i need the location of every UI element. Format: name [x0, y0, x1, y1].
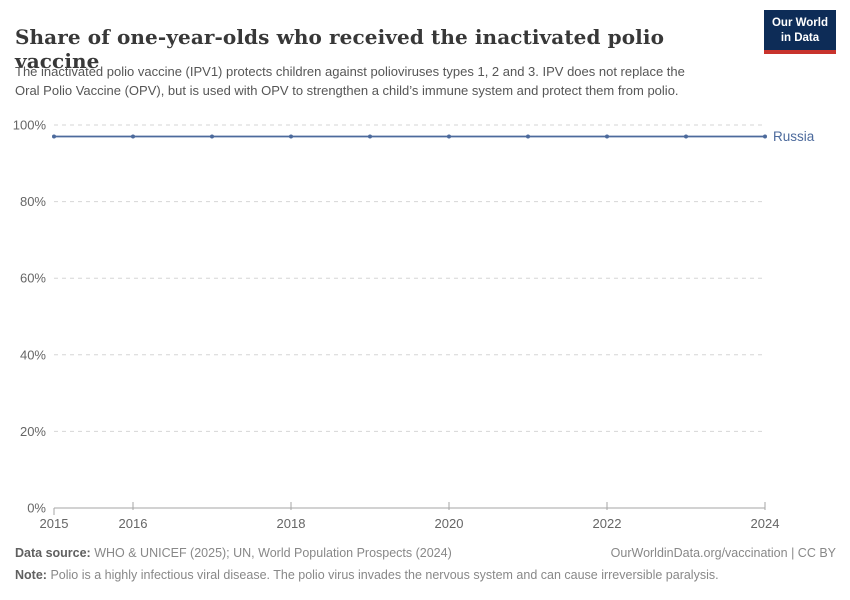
- chart-note: Note: Polio is a highly infectious viral…: [15, 568, 719, 582]
- page-title: Share of one-year-olds who received the …: [15, 25, 665, 74]
- y-axis-label-80: 80%: [20, 194, 46, 209]
- y-axis-label-0: 0%: [27, 501, 46, 516]
- entity-label-russia[interactable]: Russia: [773, 129, 815, 144]
- x-axis-label-2020: 2020: [435, 516, 464, 531]
- attribution: OurWorldinData.org/vaccination | CC BY: [611, 546, 836, 560]
- chart-subtitle: The inactivated polio vaccine (IPV1) pro…: [15, 64, 685, 99]
- chart-footer: Data source: WHO & UNICEF (2025); UN, Wo…: [15, 546, 836, 560]
- y-axis-label-60: 60%: [20, 271, 46, 286]
- owid-logo[interactable]: Our World in Data: [763, 10, 836, 55]
- x-axis-label-2015: 2015: [40, 516, 69, 531]
- data-point-russia-2020[interactable]: [447, 134, 451, 139]
- owid-logo-line1: Our World: [771, 17, 828, 29]
- data-point-russia-2016[interactable]: [131, 134, 135, 139]
- line-chart[interactable]: 0% 20% 40% 60% 80% 100% 2015 2016 2018 2020 2022 20…: [0, 110, 850, 545]
- x-axis-label-2024: 2024: [751, 516, 780, 531]
- data-source-label: Data source:: [15, 546, 91, 560]
- owid-link[interactable]: OurWorldinData.org/vaccination: [610, 546, 788, 560]
- data-point-russia-2024[interactable]: [763, 134, 767, 139]
- data-source-text: WHO & UNICEF (2025); UN, World Populatio…: [94, 546, 452, 560]
- data-point-russia-2017[interactable]: [210, 134, 214, 139]
- data-point-russia-2023[interactable]: [684, 134, 688, 139]
- data-point-russia-2018[interactable]: [289, 134, 293, 139]
- note-text: Polio is a highly infectious viral disea…: [50, 568, 719, 582]
- data-point-russia-2021[interactable]: [526, 134, 530, 139]
- attribution-separator: |: [787, 546, 798, 560]
- data-point-russia-2022[interactable]: [605, 134, 609, 139]
- y-axis-label-20: 20%: [20, 424, 46, 439]
- x-axis-label-2022: 2022: [593, 516, 622, 531]
- x-axis-label-2018: 2018: [277, 516, 306, 531]
- x-axis-label-2016: 2016: [119, 516, 148, 531]
- y-axis-label-40: 40%: [20, 347, 46, 362]
- note-label: Note:: [15, 568, 47, 582]
- owid-logo-line2: in Data: [780, 31, 820, 44]
- license-link[interactable]: CC BY: [797, 546, 836, 560]
- data-point-russia-2015[interactable]: [52, 134, 56, 139]
- data-point-russia-2019[interactable]: [368, 134, 372, 139]
- data-source: Data source: WHO & UNICEF (2025); UN, Wo…: [15, 546, 452, 560]
- y-axis-label-100: 100%: [13, 118, 47, 133]
